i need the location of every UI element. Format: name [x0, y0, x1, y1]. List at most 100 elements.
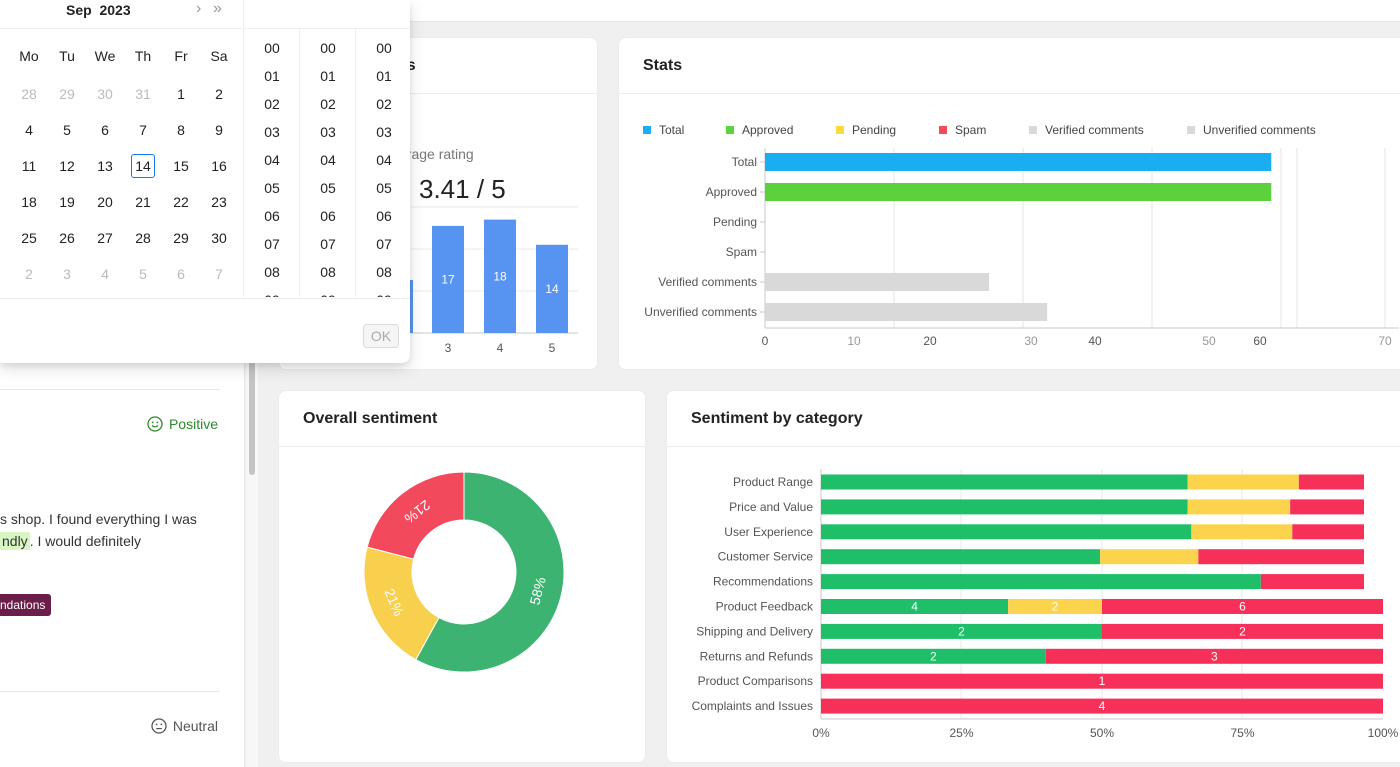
calendar-day[interactable]: 13 [97, 158, 113, 174]
calendar-day[interactable]: 30 [97, 86, 113, 102]
calendar-day[interactable]: 22 [173, 194, 189, 210]
calendar-day[interactable]: 30 [211, 230, 227, 246]
time-cell[interactable]: 03 [320, 124, 336, 140]
month-year-label[interactable]: Sep 2023 [66, 2, 131, 18]
donut-slice [366, 471, 465, 560]
calendar-day[interactable]: 15 [173, 158, 189, 174]
time-cell[interactable]: 06 [320, 208, 336, 224]
time-cell[interactable]: 07 [376, 236, 392, 252]
rating-bar [536, 244, 568, 333]
calendar-day[interactable]: 5 [139, 266, 147, 282]
segment-bar [1198, 549, 1364, 565]
time-cell[interactable]: 06 [264, 208, 280, 224]
calendar-day[interactable]: 6 [101, 122, 109, 138]
calendar-day[interactable]: 26 [59, 230, 75, 246]
x-tick-label: 3 [445, 341, 452, 355]
calendar-day[interactable]: 11 [21, 158, 37, 174]
sentiment-label: Neutral [172, 718, 218, 734]
review-text: s shop. I found everything I was ndly. I… [0, 508, 240, 552]
time-cell[interactable]: 09 [300, 292, 355, 297]
calendar-day[interactable]: 9 [215, 122, 223, 138]
rating-bar [432, 225, 464, 333]
time-cell[interactable]: 05 [320, 180, 336, 196]
calendar-day[interactable]: 20 [97, 194, 113, 210]
calendar-day[interactable]: 7 [215, 266, 223, 282]
y-tick-label: User Experience [724, 525, 813, 539]
time-cell[interactable]: 07 [320, 236, 336, 252]
time-cell[interactable]: 00 [264, 40, 280, 56]
calendar-day[interactable]: 3 [63, 266, 71, 282]
calendar-day[interactable]: 8 [177, 122, 185, 138]
calendar-day[interactable]: 7 [139, 122, 147, 138]
segment-bar [1045, 648, 1383, 664]
time-cell[interactable]: 03 [376, 124, 392, 140]
calendar-day[interactable]: 27 [97, 230, 113, 246]
calendar-day[interactable]: 28 [21, 86, 37, 102]
calendar-day-today[interactable]: 14 [131, 154, 155, 178]
calendar-day[interactable]: 2 [25, 266, 33, 282]
time-cell[interactable]: 04 [264, 152, 280, 168]
time-cell[interactable]: 04 [320, 152, 336, 168]
calendar-day[interactable]: 2 [215, 86, 223, 102]
review-text-line: s shop. I found everything I was [0, 511, 197, 527]
time-cell[interactable]: 02 [376, 96, 392, 112]
time-cell[interactable]: 01 [320, 68, 336, 84]
next-year-icon[interactable]: » [213, 0, 222, 17]
ok-button[interactable]: OK [363, 324, 399, 348]
legend-label: Pending [852, 123, 896, 137]
time-cell[interactable]: 05 [376, 180, 392, 196]
time-cell[interactable]: 02 [264, 96, 280, 112]
time-cell[interactable]: 00 [376, 40, 392, 56]
scrollbar-thumb[interactable] [249, 300, 255, 475]
calendar-day[interactable]: 29 [59, 86, 75, 102]
legend-swatch [1187, 126, 1195, 134]
calendar-day[interactable]: 6 [177, 266, 185, 282]
minute-column[interactable]: 00 01 02 03 04 05 06 07 08 09 [299, 29, 355, 297]
time-cell[interactable]: 06 [376, 208, 392, 224]
stats-bar [765, 303, 1048, 321]
segment-bar [821, 599, 1009, 614]
calendar-day[interactable]: 4 [101, 266, 109, 282]
time-cell[interactable]: 05 [264, 180, 280, 196]
bar-value-label: 14 [545, 282, 559, 296]
legend-label: Spam [955, 123, 986, 137]
time-cell[interactable]: 04 [376, 152, 392, 168]
calendar-day[interactable]: 5 [63, 122, 71, 138]
calendar-day[interactable]: 19 [59, 194, 75, 210]
x-tick-label: 10 [847, 334, 861, 348]
time-cell[interactable]: 09 [356, 292, 411, 297]
calendar-day[interactable]: 12 [59, 158, 75, 174]
time-cell[interactable]: 08 [376, 264, 392, 280]
calendar-day[interactable]: 18 [21, 194, 37, 210]
segment-count-label: 4 [911, 600, 918, 614]
calendar-day[interactable]: 21 [135, 194, 151, 210]
category-tag[interactable]: ndations [0, 594, 52, 616]
hour-column[interactable]: 00 01 02 03 04 05 06 07 08 09 [243, 29, 299, 297]
time-cell[interactable]: 00 [320, 40, 336, 56]
segment-bar [1100, 549, 1199, 565]
time-cell[interactable]: 09 [244, 292, 299, 297]
calendar-day[interactable]: 1 [177, 86, 185, 102]
rating-bar [484, 219, 516, 333]
x-tick-label: 40 [1088, 334, 1102, 348]
calendar-day[interactable]: 16 [211, 158, 227, 174]
x-tick-label: 4 [497, 341, 504, 355]
calendar-day[interactable]: 25 [21, 230, 37, 246]
calendar-day[interactable]: 4 [25, 122, 33, 138]
time-cell[interactable]: 08 [320, 264, 336, 280]
legend-label: Approved [742, 123, 793, 137]
time-cell[interactable]: 08 [264, 264, 280, 280]
next-month-icon[interactable]: › [196, 0, 202, 17]
segment-bar [1102, 599, 1383, 614]
calendar-day[interactable]: 28 [135, 230, 151, 246]
calendar-day[interactable]: 29 [173, 230, 189, 246]
time-cell[interactable]: 03 [264, 124, 280, 140]
time-cell[interactable]: 02 [320, 96, 336, 112]
calendar-day[interactable]: 23 [211, 194, 227, 210]
time-cell[interactable]: 01 [264, 68, 280, 84]
second-column[interactable]: 00 01 02 03 04 05 06 07 08 09 [355, 29, 411, 297]
time-cell[interactable]: 01 [376, 68, 392, 84]
segment-bar [1191, 524, 1293, 540]
calendar-day[interactable]: 31 [135, 86, 151, 102]
time-cell[interactable]: 07 [264, 236, 280, 252]
